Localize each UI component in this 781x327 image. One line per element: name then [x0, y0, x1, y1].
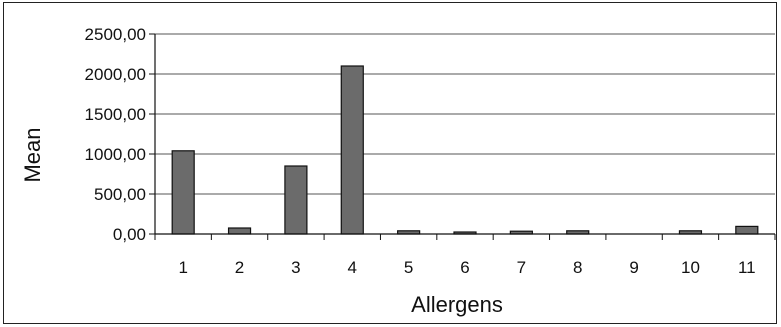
y-axis-title: Mean — [20, 127, 45, 182]
y-tick-label: 2000,00 — [85, 65, 146, 84]
y-tick-label: 1500,00 — [85, 105, 146, 124]
x-tick-label: 1 — [178, 258, 187, 277]
x-tick-label: 5 — [404, 258, 413, 277]
bar — [340, 65, 364, 235]
y-tick-label: 2500,00 — [85, 25, 146, 44]
x-axis-title: Allergens — [411, 292, 503, 317]
chart-frame — [3, 2, 777, 324]
bar — [284, 165, 308, 235]
gridlines — [149, 33, 775, 235]
x-tick-label: 4 — [348, 258, 357, 277]
x-tick-label: 8 — [573, 258, 582, 277]
bars — [171, 65, 759, 235]
y-tick-labels: 0,00 500,00 1000,00 1500,00 2000,00 2500,00 — [85, 25, 146, 244]
bar — [735, 225, 759, 235]
bar — [171, 150, 195, 235]
x-tick-label: 3 — [291, 258, 300, 277]
y-tick-label: 500,00 — [94, 185, 146, 204]
axes — [154, 34, 776, 240]
bar — [227, 227, 252, 235]
x-tick-label: 11 — [738, 258, 756, 277]
x-tick-labels: 1 2 3 4 5 6 7 8 9 10 11 — [178, 258, 755, 277]
x-tick-label: 2 — [235, 258, 244, 277]
y-tick-label: 0,00 — [113, 225, 146, 244]
x-tick-label: 10 — [681, 258, 700, 277]
x-tick-label: 6 — [460, 258, 469, 277]
y-tick-label: 1000,00 — [85, 145, 146, 164]
x-tick-label: 9 — [629, 258, 638, 277]
x-tick-label: 7 — [517, 258, 526, 277]
